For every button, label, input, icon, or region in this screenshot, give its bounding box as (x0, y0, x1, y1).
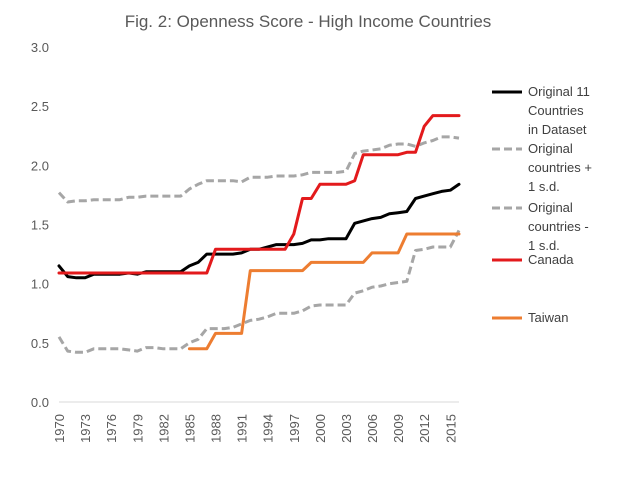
y-tick-label: 2.5 (31, 99, 49, 114)
legend-label: Original 11 Countries in Dataset (528, 84, 590, 137)
plot-area: 0.0 0.5 1.0 1.5 2.0 2.5 3.0 1970 1973 1976 1979 198… (31, 40, 461, 443)
y-tick-label: 1.5 (31, 218, 49, 233)
y-tick-label: 2.0 (31, 158, 49, 173)
x-tick-label: 1985 (182, 414, 197, 443)
x-tick-label: 1982 (156, 414, 171, 443)
y-tick-label: 0.0 (31, 395, 49, 410)
legend-label: Original countries -1 s.d. (528, 200, 589, 253)
x-tick-label: 2009 (391, 414, 406, 443)
legend-label: Taiwan (528, 310, 568, 325)
x-tick-label: 2012 (417, 414, 432, 443)
x-tick-label: 1973 (78, 414, 93, 443)
series-line-1 (57, 135, 460, 204)
y-tick-label: 0.5 (31, 336, 49, 351)
x-tick-label: 1976 (104, 414, 119, 443)
x-tick-label: 2000 (313, 414, 328, 443)
legend-label: Canada (528, 252, 574, 267)
x-tick-label: 1970 (52, 414, 67, 443)
series-line-2 (57, 229, 461, 354)
x-tick-label: 1991 (235, 414, 250, 443)
x-tick-label: 2015 (443, 414, 458, 443)
y-tick-label: 3.0 (31, 40, 49, 55)
chart-title: Fig. 2: Openness Score - High Income Cou… (125, 12, 492, 31)
x-tick-label: 2003 (339, 414, 354, 443)
x-tick-label: 2006 (365, 414, 380, 443)
x-tick-label: 1988 (209, 414, 224, 443)
series-line-4 (187, 232, 461, 351)
series-line-3 (57, 114, 461, 275)
y-tick-label: 1.0 (31, 277, 49, 292)
x-tick-label: 1979 (130, 414, 145, 443)
legend-label: Original countries +1 s.d. (528, 141, 592, 194)
x-tick-label: 1997 (287, 414, 302, 443)
x-tick-label: 1994 (261, 414, 276, 443)
